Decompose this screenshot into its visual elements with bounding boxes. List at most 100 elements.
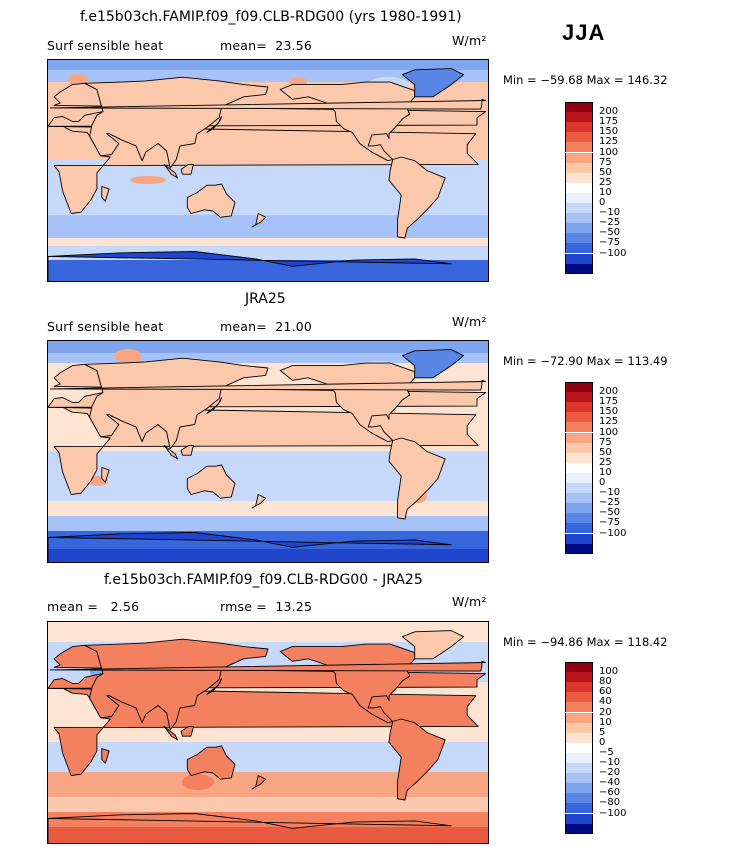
panel-3-units: W/m²: [452, 594, 487, 609]
panel-1-mean-key: mean=: [220, 38, 267, 53]
colorbar-tick-label: −10: [599, 757, 621, 768]
colorbar-swatch: [565, 523, 593, 534]
panel-2-map: [47, 340, 489, 563]
colorbar-tick-label: −20: [599, 767, 621, 779]
colorbar-tick-label: 40: [599, 696, 612, 708]
colorbar-tick-label: −75: [599, 237, 621, 249]
colorbar-tick-label: 175: [599, 116, 619, 128]
colorbar-tick-label: 100: [599, 146, 619, 158]
colorbar-swatch: [565, 752, 593, 763]
colorbar-swatch: [565, 722, 593, 733]
colorbar-swatch: [565, 432, 593, 443]
panel-1-max-value: 146.32: [627, 73, 668, 87]
colorbar-swatch: [565, 803, 593, 814]
colorbar-swatch: [565, 662, 593, 672]
colorbar-tick-label: 75: [599, 156, 612, 168]
field-band: [48, 60, 488, 70]
panel-1-units: W/m²: [452, 33, 487, 48]
colorbar-swatch: [565, 732, 593, 743]
colorbar-swatch: [565, 402, 593, 413]
colorbar-tick-label: 0: [599, 197, 606, 208]
field-blob: [182, 774, 214, 790]
panel-3-title: f.e15b03ch.FAMIP.f09_f09.CLB-RDG00 - JRA…: [104, 572, 423, 588]
continent-asia: [84, 638, 269, 731]
continent-samerica: [388, 437, 446, 520]
continent-borneo: [180, 163, 194, 175]
colorbar-tick-label: 50: [599, 446, 612, 458]
colorbar-swatch: [565, 382, 593, 392]
continent-uk: [49, 98, 487, 110]
field-band: [48, 827, 488, 843]
colorbar-swatch: [565, 773, 593, 784]
colorbar-tick-label: 125: [599, 416, 619, 428]
colorbar-swatch: [565, 172, 593, 183]
colorbar-tick-label: 75: [599, 436, 612, 448]
colorbar-swatch: [565, 513, 593, 524]
continent-greenland: [401, 630, 465, 660]
continent-namerica: [279, 362, 416, 443]
colorbar-swatch: [565, 203, 593, 213]
field-blob: [68, 74, 88, 86]
colorbar-swatch: [565, 122, 593, 133]
colorbar-tick-label: −25: [599, 217, 621, 229]
continent-sumatra: [163, 444, 179, 460]
colorbar-tick-label: 20: [599, 706, 612, 718]
colorbar-tick-label: 200: [599, 386, 619, 398]
colorbar-swatch: [565, 823, 593, 834]
continent-madagascar: [101, 186, 110, 202]
field-band: [48, 622, 488, 642]
panel-2-mean-label: mean= 21.00: [220, 319, 312, 334]
continent-sumatra: [163, 163, 179, 179]
colorbar-swatch: [565, 162, 593, 173]
panel-2-min-key: Min =: [503, 354, 541, 368]
continent-sumatra: [163, 725, 179, 741]
panel-1-mean-label: mean= 23.56: [220, 38, 312, 53]
field-band: [48, 549, 488, 562]
continent-japan: [206, 116, 223, 133]
colorbar-swatch: [565, 503, 593, 514]
colorbar-swatch: [565, 793, 593, 804]
colorbar-tick-label: 100: [599, 426, 619, 438]
colorbar-swatch: [565, 712, 593, 723]
continent-namerica: [279, 81, 416, 162]
colorbar-swatch: [565, 152, 593, 163]
colorbar-swatch: [565, 672, 593, 683]
colorbar-tick-label: 200: [599, 106, 619, 118]
colorbar-swatch: [565, 422, 593, 433]
panel-1-map: [47, 59, 489, 282]
panel-3-min-value: −94.86: [540, 635, 583, 649]
colorbar-tick-label: −60: [599, 787, 621, 799]
field-svg: [48, 622, 488, 843]
panel-1-variable-label: Surf sensible heat: [47, 38, 164, 53]
colorbar-tick-label: −100: [599, 247, 627, 259]
colorbar-tick-label: −40: [599, 777, 621, 789]
colorbar-swatch: [565, 742, 593, 753]
field-band: [48, 215, 488, 238]
continent-antarctica: [48, 532, 452, 562]
continent-japan: [206, 397, 223, 414]
field-blob: [114, 349, 142, 363]
panel-3-max-key: Max =: [586, 635, 628, 649]
continent-australia: [186, 183, 236, 218]
colorbar-swatch: [565, 263, 593, 274]
continent-madagascar: [101, 748, 110, 764]
colorbar-swatch: [565, 132, 593, 143]
continent-asia: [84, 357, 269, 450]
colorbar-tick-label: 0: [599, 477, 606, 488]
colorbar-tick-label: 25: [599, 456, 612, 468]
colorbar-tick-label: 10: [599, 716, 612, 728]
continent-greenland: [401, 349, 465, 379]
field-band: [48, 353, 488, 363]
colorbar-swatch: [565, 192, 593, 203]
season-label: JJA: [562, 20, 606, 45]
colorbar-swatch: [565, 102, 593, 112]
field-svg: [48, 341, 488, 562]
panel-3-mean-value: 2.56: [110, 599, 140, 614]
colorbar-tick-label: 80: [599, 676, 612, 688]
colorbar-swatch: [565, 253, 593, 264]
panel-2-mean-key: mean=: [220, 319, 267, 334]
colorbar-tick-label: 125: [599, 136, 619, 148]
colorbar-tick-label: 100: [599, 666, 619, 678]
colorbar-tick-label: −50: [599, 227, 621, 239]
panel-2-colorbar: 200 175 150 125 100 75 50 25 10 0 −10 −25 −50 −75 −100: [565, 382, 645, 554]
